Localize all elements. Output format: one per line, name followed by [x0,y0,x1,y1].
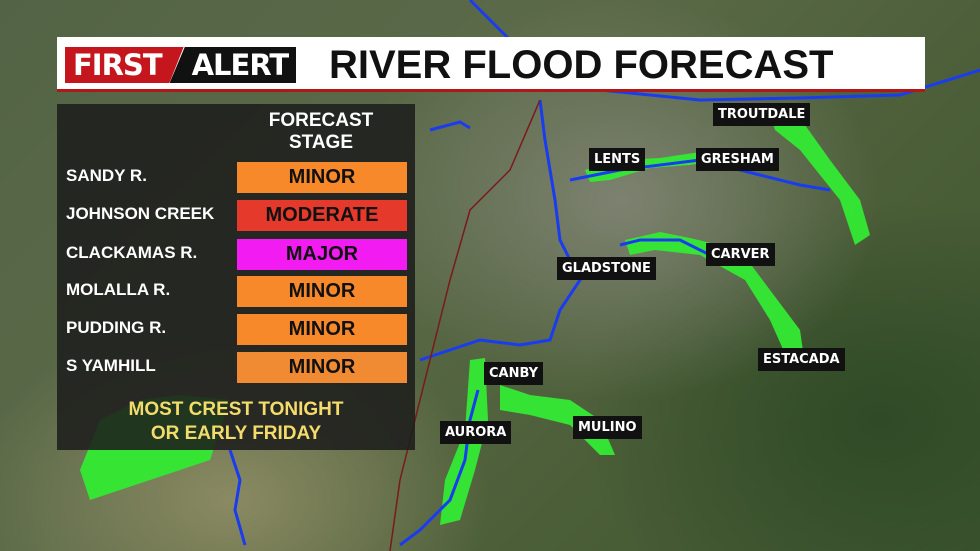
city-label: TROUTDALE [713,103,811,126]
city-label: CANBY [484,362,544,385]
city-label: CARVER [706,243,775,266]
stage-badge: MINOR [237,276,407,307]
logo-alert: ALERT [169,47,297,83]
heading-line1: FORECAST [268,110,374,131]
forecast-row: SANDY R. MINOR [57,162,415,193]
crest-note-line1: MOST CREST TONIGHT [128,399,344,420]
river-tualatin [429,120,471,132]
river-willamette [419,99,582,362]
stage-badge: MODERATE [237,200,407,231]
stage-badge: MINOR [237,314,407,345]
river-name: JOHNSON CREEK [66,204,215,223]
river-name: MOLALLA R. [66,280,171,299]
river-name: S YAMHILL [66,356,156,375]
city-label: ESTACADA [758,348,845,371]
forecast-row: MOLALLA R. MINOR [57,276,415,307]
city-label: MULINO [573,416,642,439]
city-label: LENTS [589,148,646,171]
river-name: PUDDING R. [66,318,167,337]
heading-line2: STAGE [288,132,354,153]
stage-badge: MINOR [237,162,407,193]
title-bar: FIRST ALERT RIVER FLOOD FORECAST [57,37,925,92]
river-pudding [399,389,480,547]
crest-note-line2: OR EARLY FRIDAY [150,423,322,444]
river-yamhill [228,449,247,546]
stage-badge: MINOR [237,352,407,383]
flood-area-sandy [770,115,870,245]
city-label: GLADSTONE [557,257,656,280]
river-clackamas [619,238,721,262]
first-alert-logo: FIRST ALERT [65,47,297,83]
forecast-row: PUDDING R. MINOR [57,314,415,345]
forecast-stage-heading: FORECAST STAGE [237,110,405,154]
river-name: SANDY R. [66,166,147,185]
stage-badge: MAJOR [237,239,407,270]
crest-note: MOST CREST TONIGHT OR EARLY FRIDAY [57,398,415,446]
logo-first: FIRST [65,47,184,83]
page-title: RIVER FLOOD FORECAST [329,43,834,87]
city-label: GRESHAM [696,148,779,171]
city-label: AURORA [440,421,512,444]
forecast-row: JOHNSON CREEK MODERATE [57,200,415,231]
river-name: CLACKAMAS R. [66,243,198,262]
forecast-panel: FORECAST STAGE SANDY R. MINOR JOHNSON CREE… [57,104,415,450]
forecast-row: S YAMHILL MINOR [57,352,415,383]
forecast-row: CLACKAMAS R. MAJOR [57,239,415,270]
river-columbia [468,0,980,102]
county-line [389,99,541,551]
